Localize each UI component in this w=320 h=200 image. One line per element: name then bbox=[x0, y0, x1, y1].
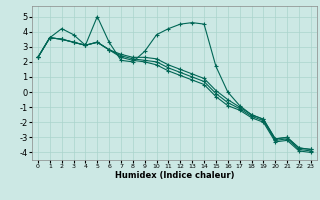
X-axis label: Humidex (Indice chaleur): Humidex (Indice chaleur) bbox=[115, 171, 234, 180]
